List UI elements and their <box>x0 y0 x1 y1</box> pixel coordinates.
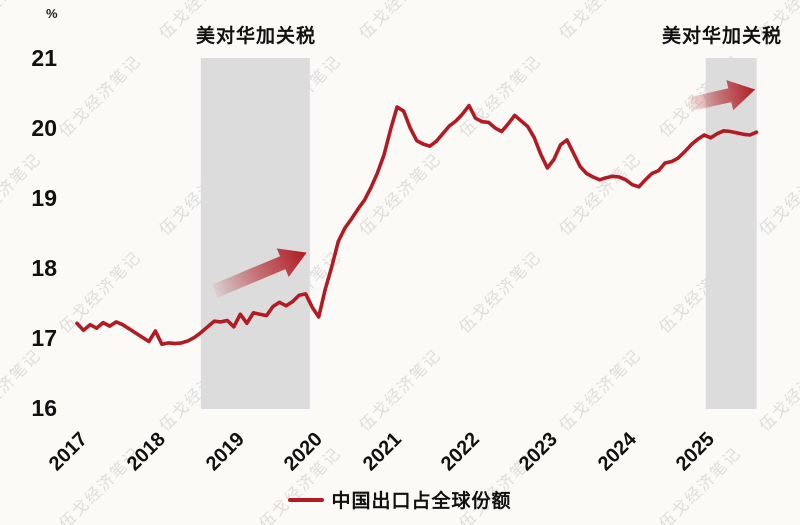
tariff-annotation-label-2025: 美对华加关税 <box>661 26 782 47</box>
y-tick-label: 19 <box>31 185 57 211</box>
y-tick-label: 20 <box>31 115 57 141</box>
y-tick-label: 16 <box>31 395 57 421</box>
tariff-shaded-region <box>200 58 310 409</box>
legend-label: 中国出口占全球份额 <box>331 491 512 512</box>
y-tick-label: 18 <box>31 255 57 281</box>
legend: 中国出口占全球份额 <box>0 486 800 513</box>
y-axis-unit-label: % <box>46 6 58 21</box>
export-share-line <box>75 103 759 347</box>
y-tick-label: 21 <box>31 45 57 71</box>
tariff-annotation-label-2019: 美对华加关税 <box>195 26 316 47</box>
y-tick-label: 17 <box>31 325 57 351</box>
legend-line-marker <box>288 497 325 502</box>
up-arrow-icon <box>212 248 307 298</box>
up-arrow-icon <box>688 80 756 111</box>
tariff-shaded-region <box>705 58 757 409</box>
